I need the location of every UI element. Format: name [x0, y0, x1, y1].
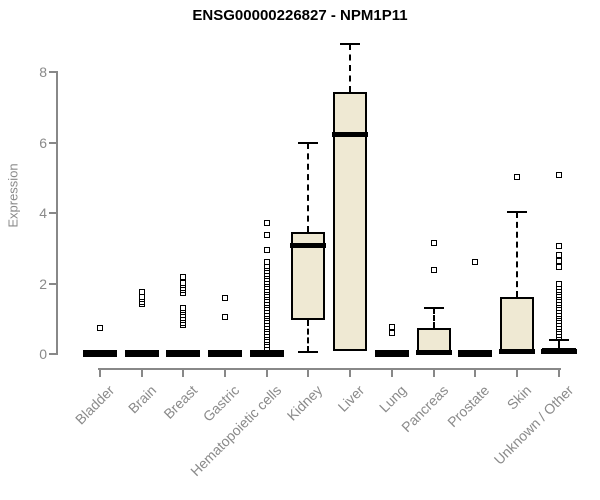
outlier-unknown-other: [555, 281, 562, 288]
x-axis-tick: [557, 368, 560, 377]
x-axis-tick: [474, 368, 477, 377]
x-axis-tick-label-kidney: Kidney: [284, 382, 326, 424]
median-skin: [498, 349, 535, 355]
outlier-brain: [138, 289, 145, 296]
outlier-prostate: [472, 259, 479, 266]
y-axis-tick: [49, 141, 56, 144]
outlier-breast: [180, 273, 187, 280]
x-axis-tick: [99, 368, 101, 377]
x-axis-tick-label-skin: Skin: [503, 382, 535, 413]
y-axis-line: [56, 71, 58, 355]
outlier-pancreas: [430, 267, 437, 274]
outlier-unknown-other: [555, 258, 562, 265]
outlier-hematopoietic-cells: [263, 219, 270, 226]
outlier-gastric: [222, 294, 229, 301]
outlier-gastric: [222, 314, 229, 321]
y-axis-tick: [49, 212, 56, 214]
x-axis-line: [98, 368, 561, 370]
whisker-high-pancreas: [432, 307, 435, 328]
whisker-high-skin: [515, 212, 518, 297]
outlier-hematopoietic-cells: [263, 231, 270, 238]
whisker-high-unknown-other: [557, 339, 560, 348]
outlier-unknown-other: [555, 263, 562, 270]
x-axis-tick-label-lung: Lung: [375, 382, 410, 416]
outlier-unknown-other: [555, 242, 562, 249]
outlier-hematopoietic-cells: [263, 247, 270, 254]
outlier-unknown-other: [555, 252, 562, 258]
y-axis-label: Expression: [5, 163, 21, 228]
x-axis-tick-label-bladder: Bladder: [71, 382, 118, 428]
whisker-cap-high-skin: [506, 211, 527, 213]
x-axis-tick: [307, 368, 310, 377]
y-axis-tick: [49, 282, 56, 285]
outlier-lung: [388, 329, 395, 336]
median-prostate: [458, 349, 493, 357]
median-kidney: [290, 242, 327, 248]
outlier-hematopoietic-cells: [263, 259, 270, 266]
x-axis-tick: [140, 368, 143, 377]
y-axis-tick-label: 4: [39, 205, 47, 221]
x-axis-tick: [515, 368, 518, 377]
median-unknown-other: [540, 349, 577, 355]
whisker-cap-high-kidney: [298, 142, 319, 145]
y-axis-tick-label: 8: [39, 64, 47, 80]
x-axis-tick-label-brain: Brain: [124, 382, 160, 417]
x-axis-tick: [390, 368, 393, 377]
median-lung: [374, 349, 409, 357]
outlier-bladder: [97, 325, 103, 332]
y-axis-tick: [49, 71, 56, 73]
whisker-cap-high-liver: [340, 42, 361, 45]
x-axis-tick: [349, 368, 352, 377]
y-axis-tick-label: 6: [39, 134, 47, 151]
median-pancreas: [415, 349, 452, 355]
x-axis-tick-label-prostate: Prostate: [444, 382, 493, 431]
whisker-high-liver: [349, 43, 352, 93]
box-skin: [499, 296, 534, 353]
x-axis-tick: [265, 368, 268, 377]
x-axis-tick-label-breast: Breast: [160, 382, 201, 422]
x-axis-tick: [432, 368, 435, 377]
y-axis-tick: [49, 353, 56, 355]
whisker-cap-high-pancreas: [423, 306, 444, 309]
median-brain: [124, 349, 159, 357]
outlier-pancreas: [430, 239, 437, 246]
outlier-lung: [388, 323, 395, 330]
y-axis-tick-label: 0: [39, 346, 47, 362]
median-liver: [332, 131, 369, 137]
x-axis-tick-label-unknown-other: Unknown / Other: [490, 382, 576, 468]
x-axis-tick-label-liver: Liver: [334, 382, 368, 415]
outlier-skin: [513, 174, 520, 181]
x-axis-tick: [182, 368, 185, 377]
chart-title: ENSG00000226827 - NPM1P11: [192, 7, 408, 24]
median-hematopoietic-cells: [249, 349, 284, 357]
median-gastric: [208, 349, 243, 357]
outlier-unknown-other: [555, 172, 562, 179]
median-bladder: [83, 349, 117, 357]
outlier-breast: [180, 304, 187, 311]
whisker-high-kidney: [307, 143, 310, 232]
y-axis-tick-label: 2: [39, 275, 47, 292]
whisker-cap-low-kidney: [298, 351, 319, 354]
whisker-low-kidney: [307, 320, 310, 353]
outlier-breast: [180, 279, 187, 286]
x-axis-tick: [224, 368, 227, 377]
median-breast: [166, 349, 201, 357]
